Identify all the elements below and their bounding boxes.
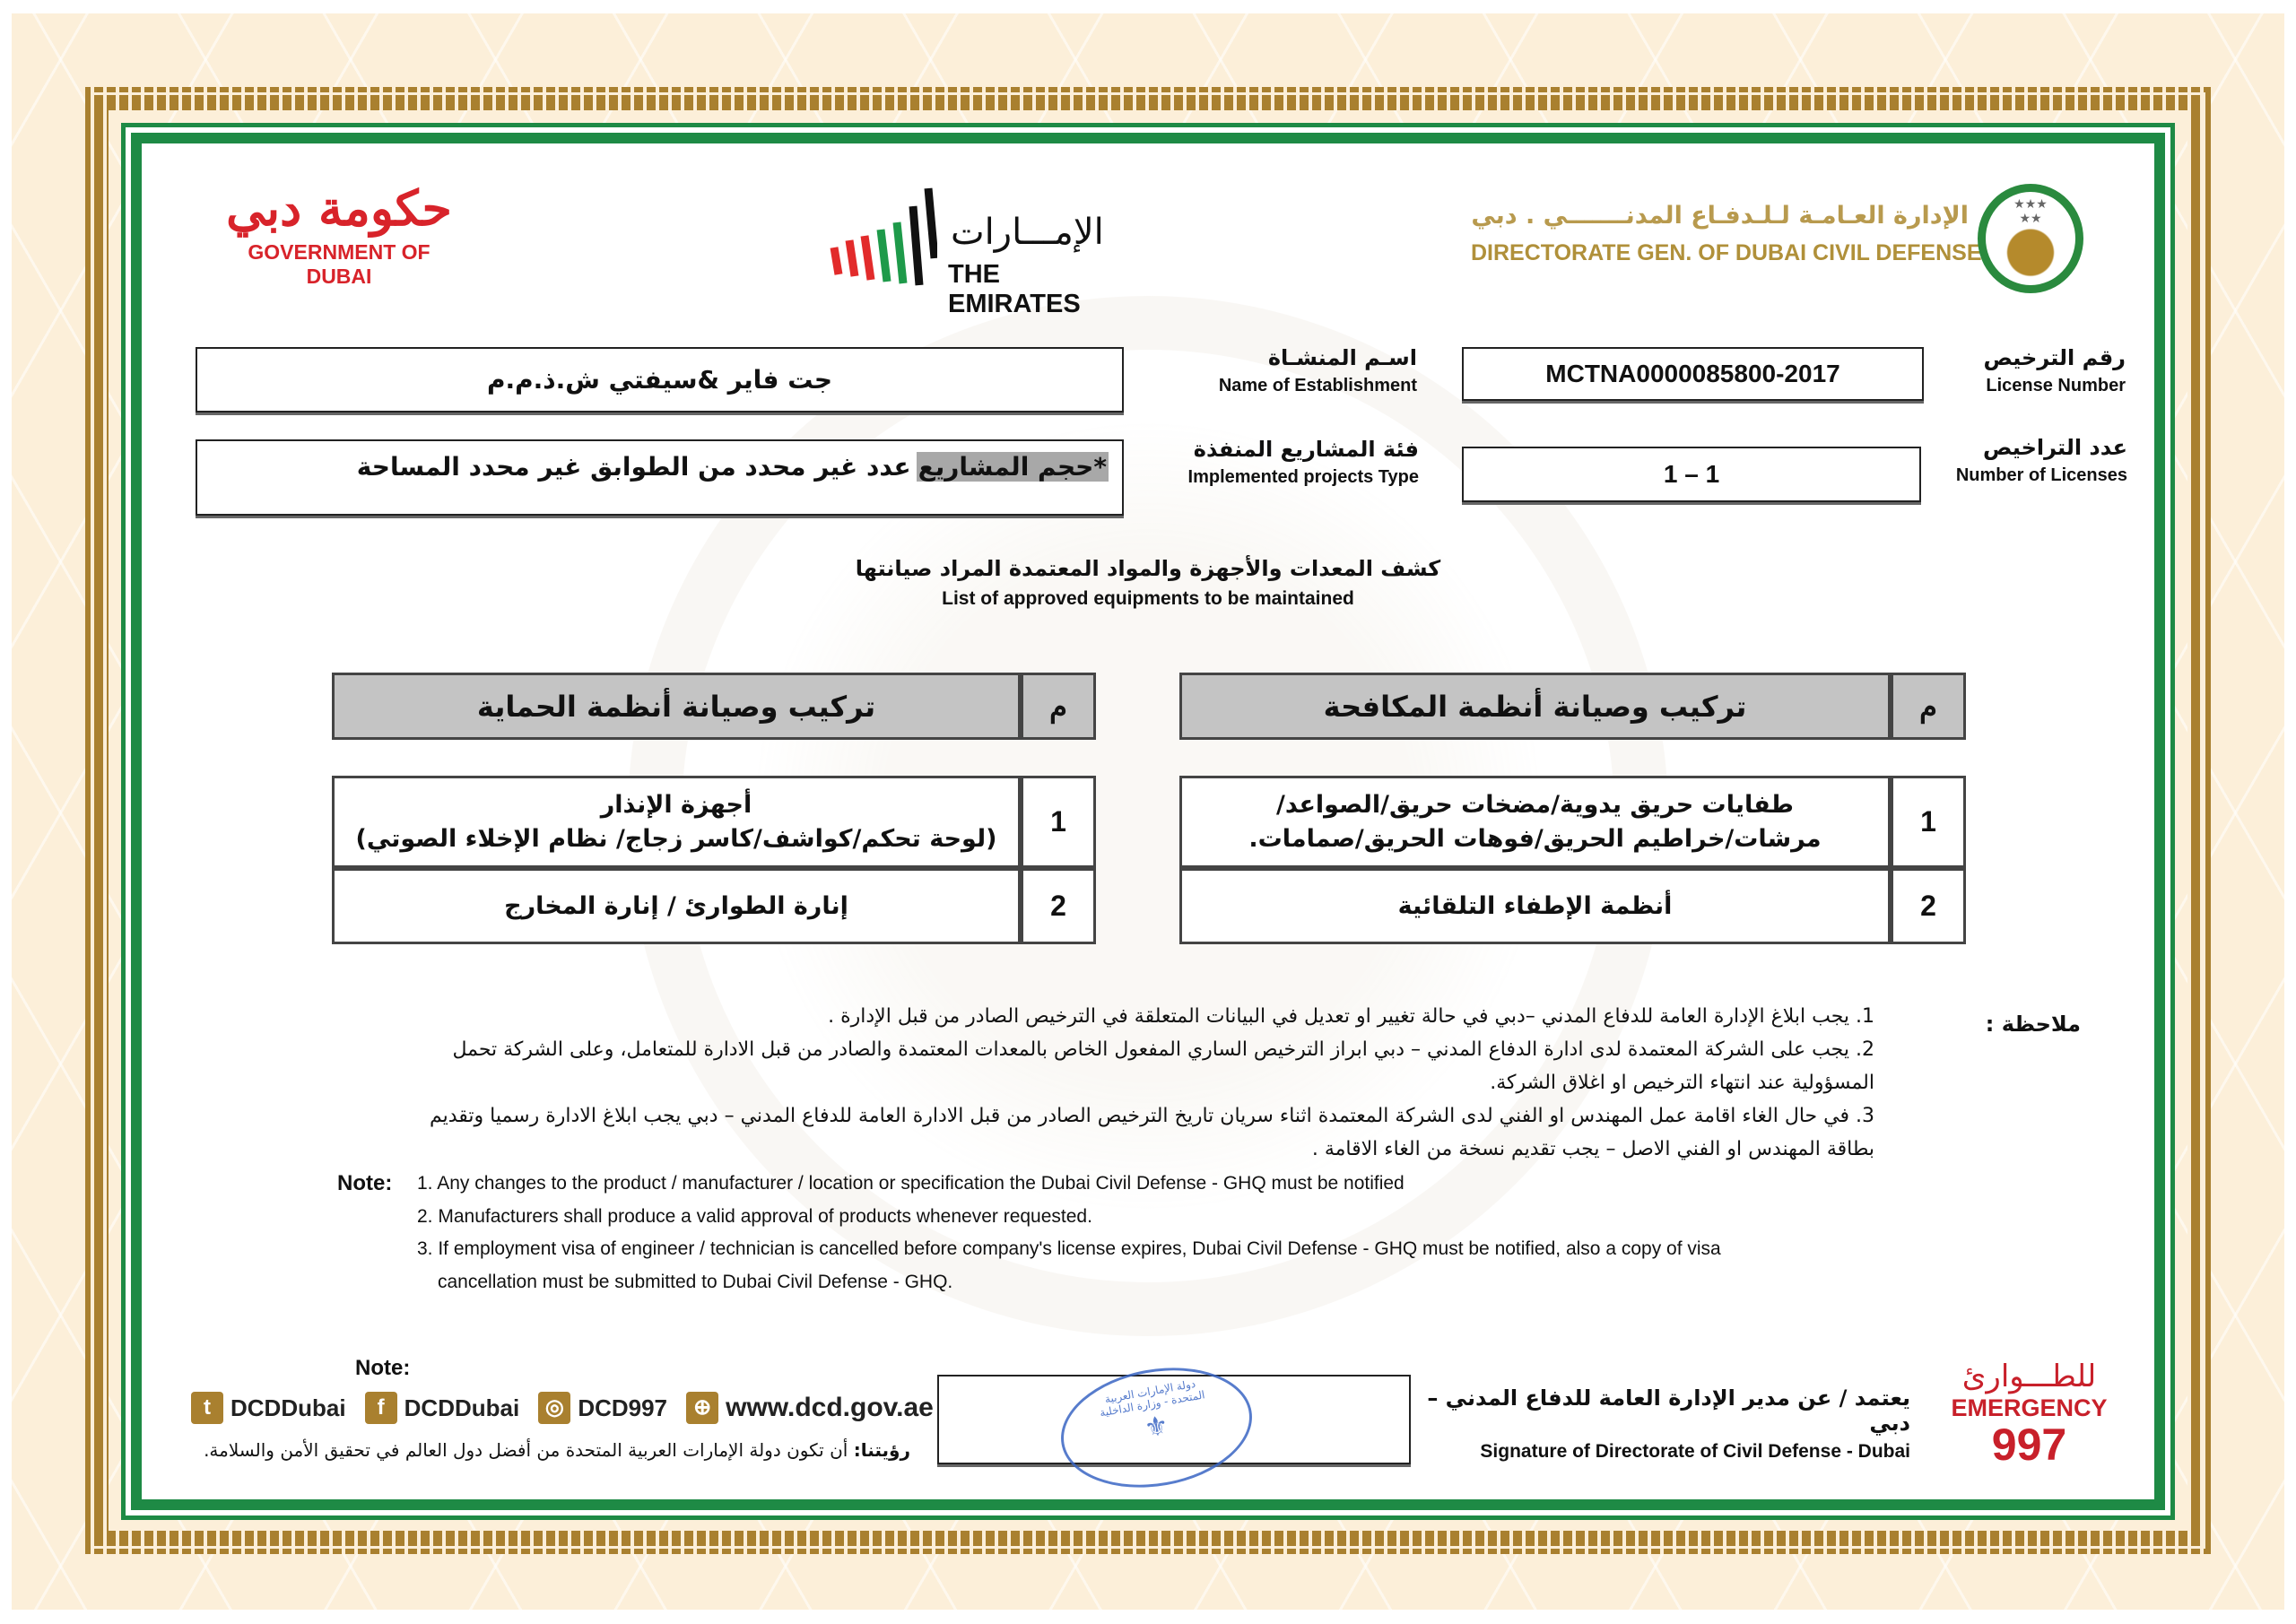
note-ar-item: 2. يجب على الشركة المعتمدة لدى ادارة الد… [452, 1038, 1874, 1094]
establishment-field: جت فاير &سيفتي ش.ذ.م.م [196, 347, 1124, 413]
emirates-logo-arabic: الإمـــارات [951, 212, 1104, 253]
green-frame-inner [131, 133, 2165, 1510]
note-en-item: 1. Any changes to the product / manufact… [417, 1173, 1405, 1194]
stamp-box: دولة الإمارات العربية المتحدة - وزارة ال… [937, 1353, 1411, 1502]
social-label: DCDDubai [230, 1394, 346, 1421]
row-text: أنظمة الإطفاء التلقائية [1179, 868, 1891, 944]
table-header: م تركيب وصيانة أنظمة الحماية [332, 673, 1096, 740]
facebook-icon: f [364, 1392, 397, 1424]
row-text-2: (لوحة تحكم/كواشف/كاسر زجاج/ نظام الإخلاء… [355, 824, 997, 853]
row-text: أجهزة الإنذار [600, 790, 752, 819]
government-of-dubai-logo: حكومة دبي GOVERNMENT OF DUBAI [213, 179, 465, 289]
column-header-no: م [1891, 673, 1966, 740]
notes-en-label: Note: [337, 1171, 393, 1195]
footer-note-label: Note: [355, 1356, 411, 1380]
label-ar: عدد التراخيص [1983, 435, 2127, 460]
emergency-ar: للطـــوارئ [1961, 1359, 2097, 1394]
social-label: www.dcd.gov.ae [726, 1393, 934, 1422]
row-text: طفايات حريق يدوية/مضخات حريق/الصواعد/ [1276, 790, 1794, 819]
dcd-logo-text: الإدارة العـامـة لـلـدفـاع المدنـــــــي… [1471, 202, 1982, 266]
column-header-no: م [1021, 673, 1096, 740]
label-ar: اسـم المنشـاة [1267, 345, 1417, 370]
table-row: 2 إنارة الطوارئ / إنارة المخارج [332, 868, 1096, 944]
gold-border-inner [91, 92, 2205, 1549]
note-en-item: 2. Manufacturers shall produce a valid a… [417, 1205, 1092, 1227]
label-ar: رقم الترخيص [1983, 345, 2126, 370]
website-link[interactable]: ⊕ www.dcd.gov.ae [686, 1392, 934, 1424]
number-of-licenses-label: عدد التراخيص Number of Licenses [1883, 435, 2127, 486]
vision-text: أن تكون دولة الإمارات العربية المتحدة من… [204, 1439, 848, 1461]
projects-type-value: عدد غير محدد من الطوابق غير محدد المساحة [356, 452, 911, 482]
label-en: Implemented projects Type [1187, 467, 1419, 487]
row-number: 1 [1021, 776, 1096, 868]
notes-ar-label: ملاحظة : [1985, 1012, 2081, 1037]
section-title-en: List of approved equipments to be mainta… [942, 588, 1354, 609]
firefighting-systems-table: م تركيب وصيانة أنظمة المكافحة 1 طفايات ح… [1179, 673, 1966, 944]
establishment-label: اسـم المنشـاة Name of Establishment [1157, 345, 1417, 396]
projects-type-label: فئة المشاريع المنفذة Implemented project… [1130, 437, 1419, 488]
row-text: إنارة الطوارئ / إنارة المخارج [332, 868, 1021, 944]
social-links: t DCDDubai f DCDDubai ◎ DCD997 ⊕ www.dcd.gov… [191, 1392, 948, 1424]
table-row: 1 أجهزة الإنذار (لوحة تحكم/كواشف/كاسر زج… [332, 776, 1096, 868]
establishment-value: جت فاير &سيفتي ش.ذ.م.م [486, 365, 833, 395]
license-number-label: رقم الترخيص License Number [1955, 345, 2126, 396]
emergency-en: EMERGENCY [1951, 1394, 2108, 1421]
projects-size-highlight: *حجم المشاريع [916, 452, 1109, 482]
emirates-logo-english: THE EMIRATES [948, 260, 1081, 318]
emergency-block: للطـــوارئ EMERGENCY 997 [1937, 1359, 2121, 1467]
row-number: 2 [1021, 868, 1096, 944]
instagram-icon: ◎ [538, 1392, 571, 1424]
section-title: كشف المعدات والأجهزة والمواد المعتمدة ال… [789, 556, 1507, 610]
column-header-title: تركيب وصيانة أنظمة الحماية [332, 673, 1021, 740]
label-en: Number of Licenses [1955, 465, 2127, 485]
globe-icon: ⊕ [686, 1392, 719, 1424]
social-twitter[interactable]: t DCDDubai [191, 1392, 346, 1424]
projects-type-field: *حجم المشاريع عدد غير محدد من الطوابق غي… [196, 439, 1124, 516]
protection-systems-table: م تركيب وصيانة أنظمة الحماية 1 أجهزة الإ… [332, 673, 1096, 944]
dcd-name-arabic: الإدارة العـامـة لـلـدفـاع المدنـــــــي… [1471, 202, 1969, 230]
row-number: 2 [1891, 868, 1966, 944]
section-title-ar: كشف المعدات والأجهزة والمواد المعتمدة ال… [855, 556, 1441, 581]
table-header: م تركيب وصيانة أنظمة المكافحة [1179, 673, 1966, 740]
column-header-title: تركيب وصيانة أنظمة المكافحة [1179, 673, 1891, 740]
number-of-licenses-value: 1 – 1 [1663, 460, 1720, 488]
label-en: License Number [1986, 376, 2126, 395]
signature-ar: يعتمد / عن مدير الإدارة العامة للدفاع ال… [1427, 1385, 1910, 1436]
signature-en: Signature of Directorate of Civil Defens… [1480, 1441, 1910, 1462]
twitter-icon: t [191, 1392, 223, 1424]
license-number-value: MCTNA0000085800-2017 [1545, 360, 1840, 387]
social-instagram[interactable]: ◎ DCD997 [538, 1392, 667, 1424]
note-ar-item: 1. يجب ابلاغ الإدارة العامة للدفاع المدن… [828, 1005, 1874, 1028]
emirates-stripes-icon [830, 187, 937, 286]
label-en: Name of Establishment [1218, 376, 1417, 395]
social-label: DCD997 [578, 1394, 668, 1421]
license-number-field: MCTNA0000085800-2017 [1462, 347, 1924, 401]
social-facebook[interactable]: f DCDDubai [364, 1392, 520, 1424]
the-emirates-logo: الإمـــارات THE EMIRATES [830, 187, 1135, 318]
table-row: 2 أنظمة الإطفاء التلقائية [1179, 868, 1966, 944]
row-number: 1 [1891, 776, 1966, 868]
number-of-licenses-field: 1 – 1 [1462, 447, 1921, 502]
notes-en-list: 1. Any changes to the product / manufact… [417, 1168, 1789, 1298]
gov-dubai-logo-arabic: حكومة دبي [226, 179, 452, 237]
table-row: 1 طفايات حريق يدوية/مضخات حريق/الصواعد/ … [1179, 776, 1966, 868]
label-ar: فئة المشاريع المنفذة [1193, 437, 1419, 462]
vision-statement: رؤيتنا: أن تكون دولة الإمارات العربية ال… [184, 1439, 910, 1461]
gov-dubai-logo-english: GOVERNMENT OF DUBAI [248, 240, 430, 288]
vision-label: رؤيتنا: [853, 1439, 910, 1461]
note-en-item: 3. If employment visa of engineer / tech… [417, 1238, 1721, 1292]
row-text-2: مرشات/خراطيم الحريق/فوهات الحريق/صمامات. [1248, 824, 1822, 853]
dcd-name-english: DIRECTORATE GEN. OF DUBAI CIVIL DEFENSE [1471, 240, 1982, 265]
signature-block: يعتمد / عن مدير الإدارة العامة للدفاع ال… [1426, 1385, 1910, 1463]
civil-defense-emblem-icon: ★★★ ★★ [1978, 184, 2083, 293]
social-label: DCDDubai [404, 1394, 520, 1421]
emergency-number: 997 [1991, 1420, 2067, 1470]
note-ar-item: 3. في حال الغاء اقامة عمل المهندس او الف… [429, 1105, 1874, 1160]
notes-ar-list: 1. يجب ابلاغ الإدارة العامة للدفاع المدن… [413, 1000, 1874, 1166]
